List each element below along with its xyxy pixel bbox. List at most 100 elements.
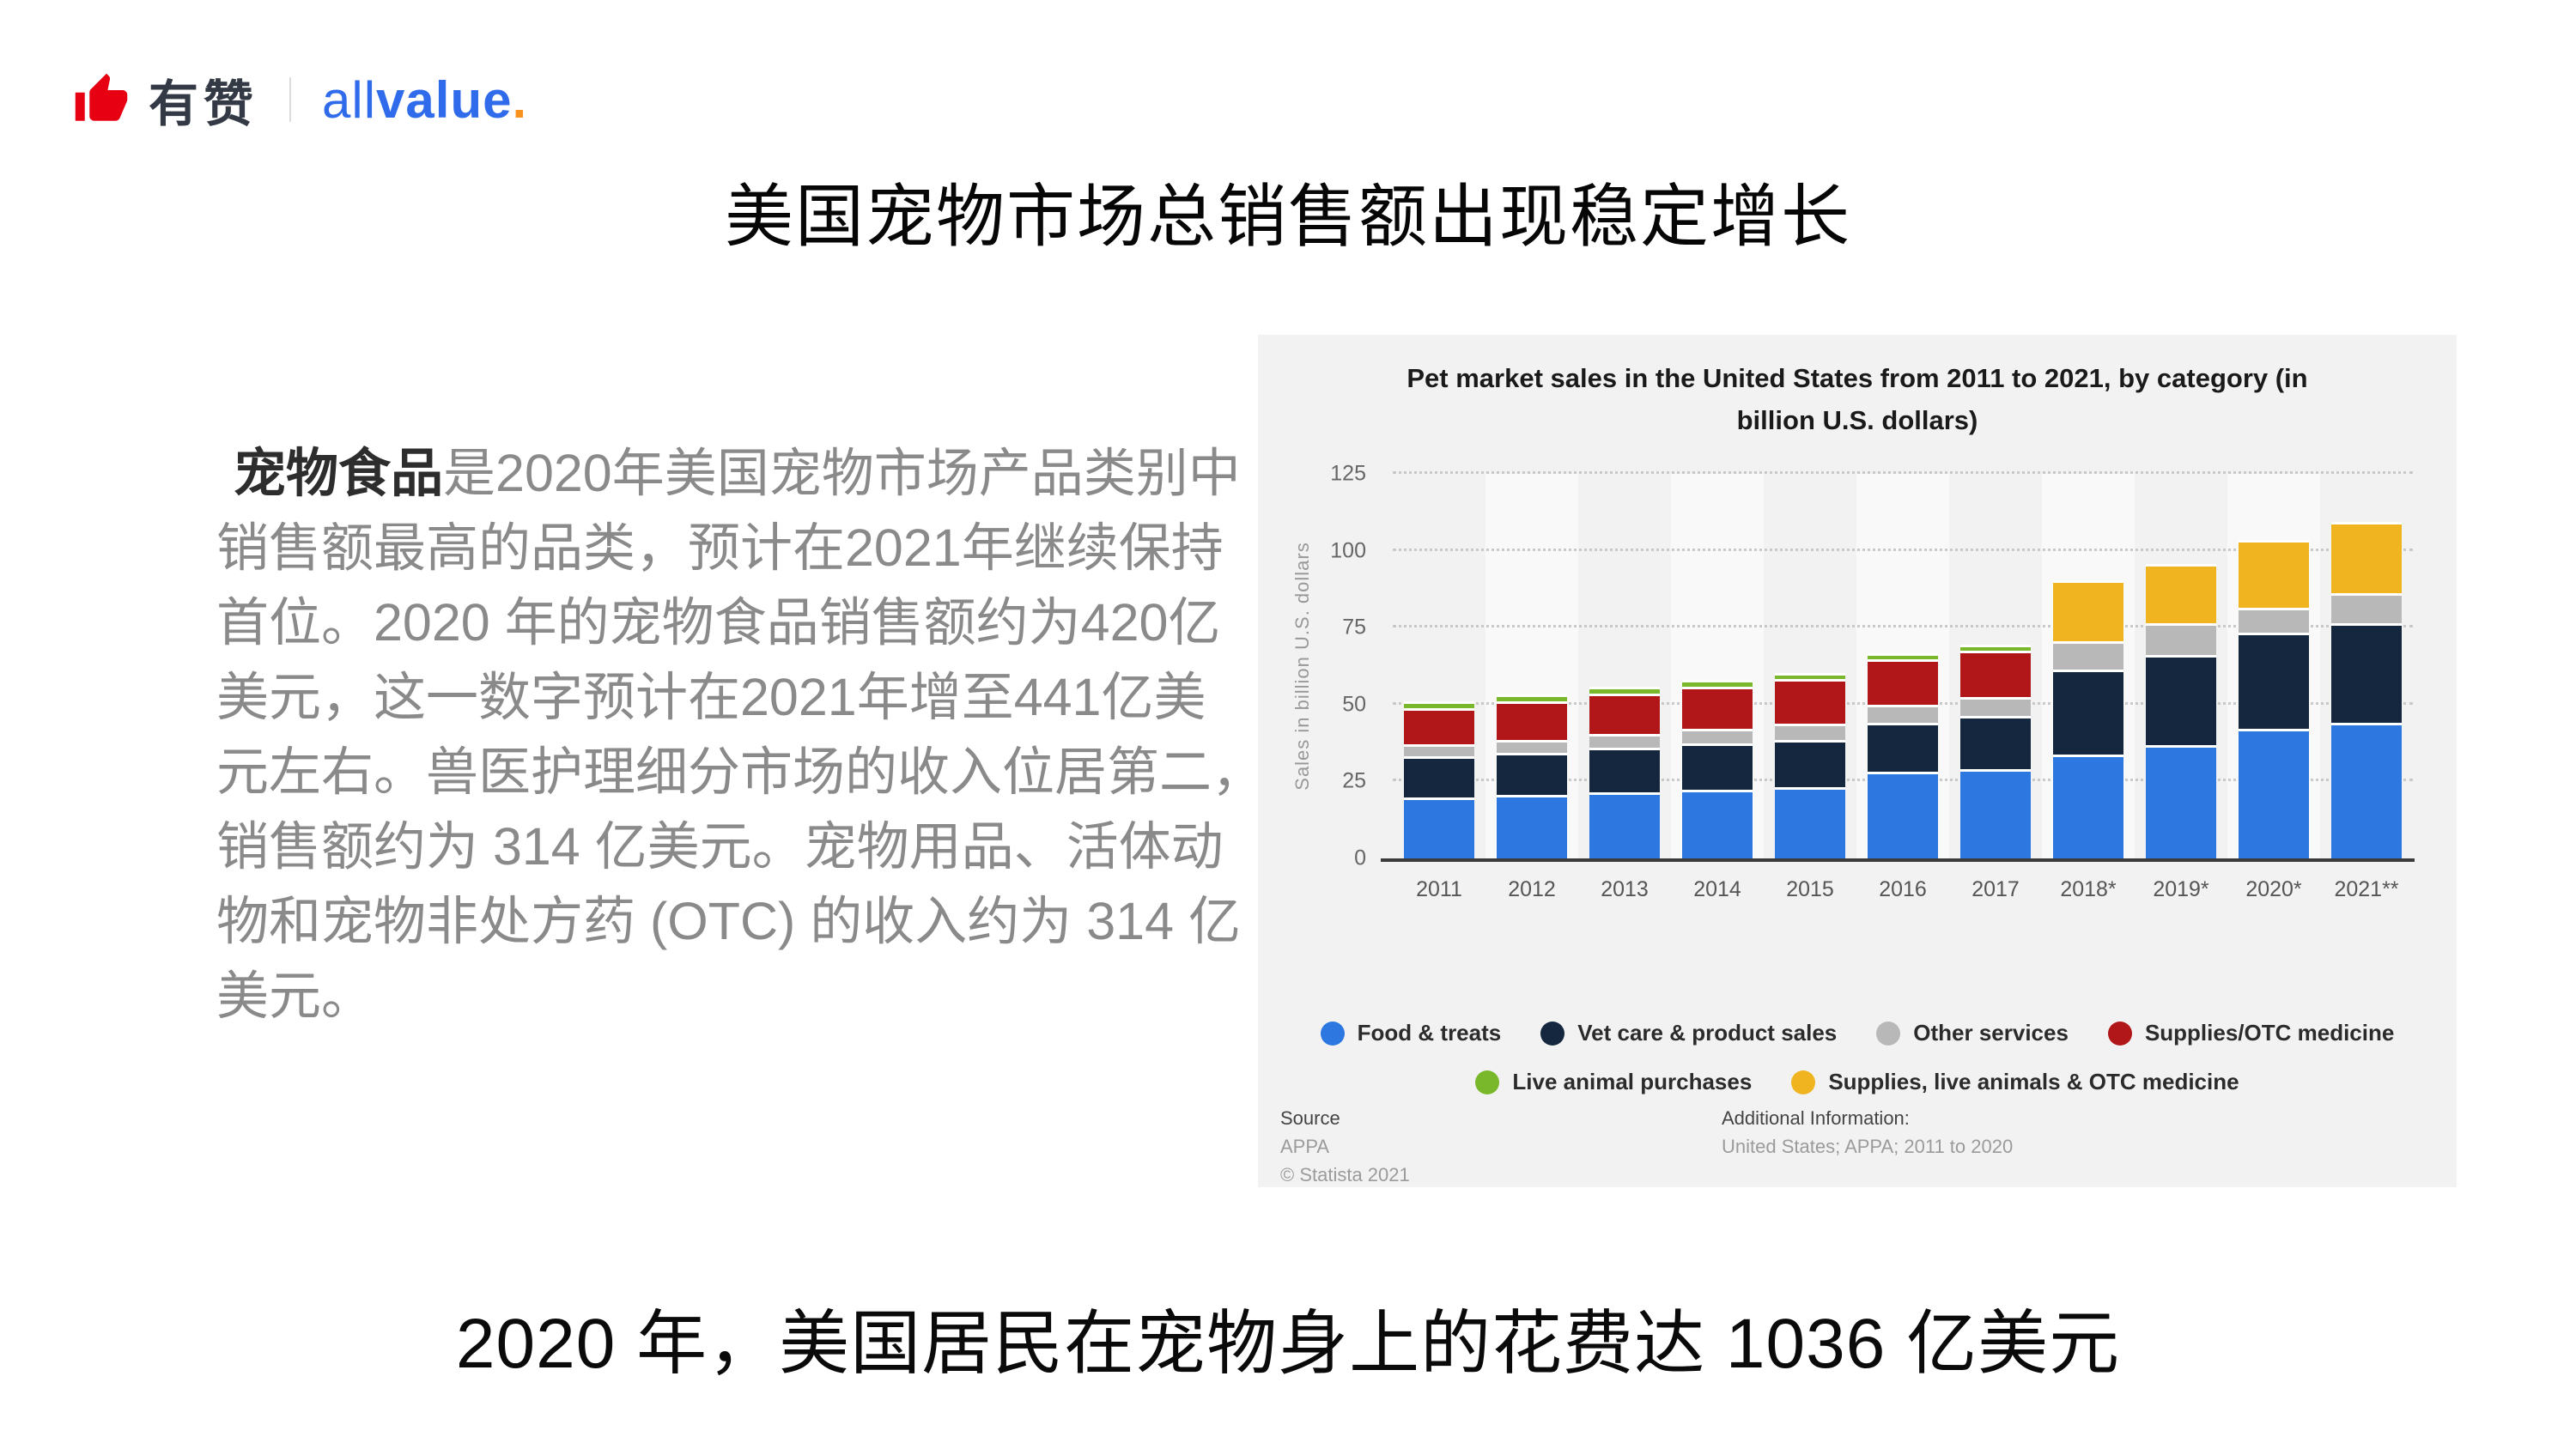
legend-dot-icon	[2107, 1021, 2132, 1046]
thumbs-up-icon	[75, 73, 128, 121]
x-tick-2018*: 2018*	[2060, 877, 2117, 901]
bar-segment	[1774, 672, 1846, 680]
bar-column-2020*	[2227, 474, 2320, 858]
legend-dot-icon	[1475, 1070, 1500, 1094]
legend-item: Food & treats	[1320, 1020, 1502, 1046]
y-tick-0: 0	[1354, 846, 1366, 870]
stacked-bar-2013	[1589, 474, 1661, 858]
x-tick-2016: 2016	[1879, 877, 1927, 901]
bar-columns	[1393, 474, 2413, 858]
plot-area	[1381, 471, 2415, 862]
stacked-bar-2012	[1496, 474, 1568, 858]
bar-segment	[1774, 787, 1846, 858]
bar-segment	[2145, 744, 2217, 858]
bar-segment	[1496, 700, 1568, 741]
bar-segment	[1403, 744, 1475, 756]
bar-segment	[1496, 753, 1568, 796]
source-value: APPA	[1280, 1136, 1330, 1157]
bar-segment	[1959, 768, 2032, 858]
bar-segment	[2052, 579, 2124, 642]
x-axis-labels: 2011 2012 2013 2014 2015 2016 2017 2018* 2019* 20…	[1393, 877, 2413, 902]
bar-segment	[2238, 632, 2310, 730]
bar-segment	[1681, 729, 1753, 744]
y-tick-50: 50	[1342, 692, 1366, 717]
gridline-75	[1393, 625, 2413, 628]
bar-segment	[2145, 654, 2217, 745]
bar-segment	[1681, 687, 1753, 730]
brand-logo: 有赞 all value.	[73, 58, 526, 141]
x-tick-2014: 2014	[1693, 877, 1741, 901]
bar-segment	[1774, 740, 1846, 788]
additional-info-value: United States; APPA; 2011 to 2020	[1722, 1136, 2014, 1157]
bar-column-2016	[1856, 474, 1949, 858]
bar-segment	[1403, 797, 1475, 858]
bar-column-2013	[1578, 474, 1671, 858]
bar-segment	[1496, 795, 1568, 858]
legend-label: Live animal purchases	[1512, 1069, 1753, 1094]
bar-segment	[1867, 652, 1939, 660]
bar-column-2021**	[2320, 474, 2413, 858]
bar-column-2012	[1485, 474, 1578, 858]
y-tick-125: 125	[1330, 461, 1366, 486]
legend-item: Other services	[1876, 1020, 2069, 1046]
legend-dot-icon	[1876, 1021, 1901, 1046]
bar-column-2015	[1764, 474, 1856, 858]
statista-copyright: © Statista 2021	[1280, 1164, 1410, 1185]
legend-label: Supplies/OTC medicine	[2144, 1020, 2395, 1046]
bar-segment	[1867, 704, 1939, 723]
brand-divider	[289, 77, 292, 122]
bar-segment	[1589, 791, 1661, 858]
stacked-bar-2020*	[2238, 474, 2310, 858]
stacked-bar-2021**	[2330, 474, 2403, 858]
bar-segment	[1867, 659, 1939, 705]
legend-dot-icon	[1791, 1070, 1816, 1094]
x-tick-2020*: 2020*	[2245, 877, 2302, 901]
legend-label: Supplies, live animals & OTC medicine	[1828, 1069, 2239, 1094]
brand-en-thin: all	[322, 70, 377, 129]
brand-en-bold: value	[376, 70, 513, 129]
bar-segment	[1867, 771, 1939, 858]
bar-segment	[1589, 734, 1661, 748]
stacked-bar-2015	[1774, 474, 1846, 858]
bar-segment	[2330, 521, 2403, 594]
bar-segment	[1496, 740, 1568, 754]
source-block: Source APPA © Statista 2021	[1280, 1104, 1410, 1189]
bar-segment	[2330, 623, 2403, 723]
stacked-bar-2011	[1403, 474, 1475, 858]
paragraph-lead: 宠物食品	[234, 444, 444, 502]
intro-paragraph: 宠物食品是2020年美国宠物市场产品类别中 销售额最高的品类，预计在2021年继…	[216, 436, 1333, 1034]
bar-segment	[1959, 697, 2032, 717]
x-tick-2011: 2011	[1416, 877, 1462, 901]
legend-dot-icon	[1320, 1021, 1345, 1046]
bar-column-2018*	[2042, 474, 2135, 858]
statista-chart-card: Pet market sales in the United States fr…	[1258, 335, 2457, 1187]
bar-segment	[1589, 747, 1661, 792]
stacked-bar-2018*	[2052, 474, 2124, 858]
bar-segment	[2238, 729, 2310, 858]
x-tick-2021**: 2021**	[2334, 877, 2399, 901]
bar-segment	[2238, 539, 2310, 608]
bar-segment	[2052, 669, 2124, 755]
legend-label: Food & treats	[1357, 1020, 1502, 1046]
gridline-100	[1393, 548, 2413, 551]
chart-title: Pet market sales in the United States fr…	[1406, 363, 2308, 435]
bar-segment	[1867, 722, 1939, 772]
bar-segment	[1681, 790, 1753, 858]
bar-segment	[1959, 651, 2032, 698]
bar-segment	[2145, 564, 2217, 623]
legend-item: Live animal purchases	[1475, 1069, 1752, 1095]
bar-segment	[1959, 716, 2032, 769]
bar-segment	[1496, 694, 1568, 701]
stacked-bar-2017	[1959, 474, 2032, 858]
bar-segment	[2145, 622, 2217, 655]
bar-segment	[1959, 644, 2032, 652]
page-title: 美国宠物市场总销售额出现稳定增长	[725, 179, 1851, 255]
legend-item: Supplies/OTC medicine	[2107, 1020, 2395, 1046]
legend-label: Vet care & product sales	[1577, 1020, 1838, 1046]
y-tick-100: 100	[1330, 538, 1366, 563]
bar-column-2017	[1949, 474, 2042, 858]
stacked-bar-2019*	[2145, 474, 2217, 858]
bar-segment	[1403, 701, 1475, 708]
bar-segment	[2052, 641, 2124, 670]
bar-segment	[1681, 743, 1753, 791]
